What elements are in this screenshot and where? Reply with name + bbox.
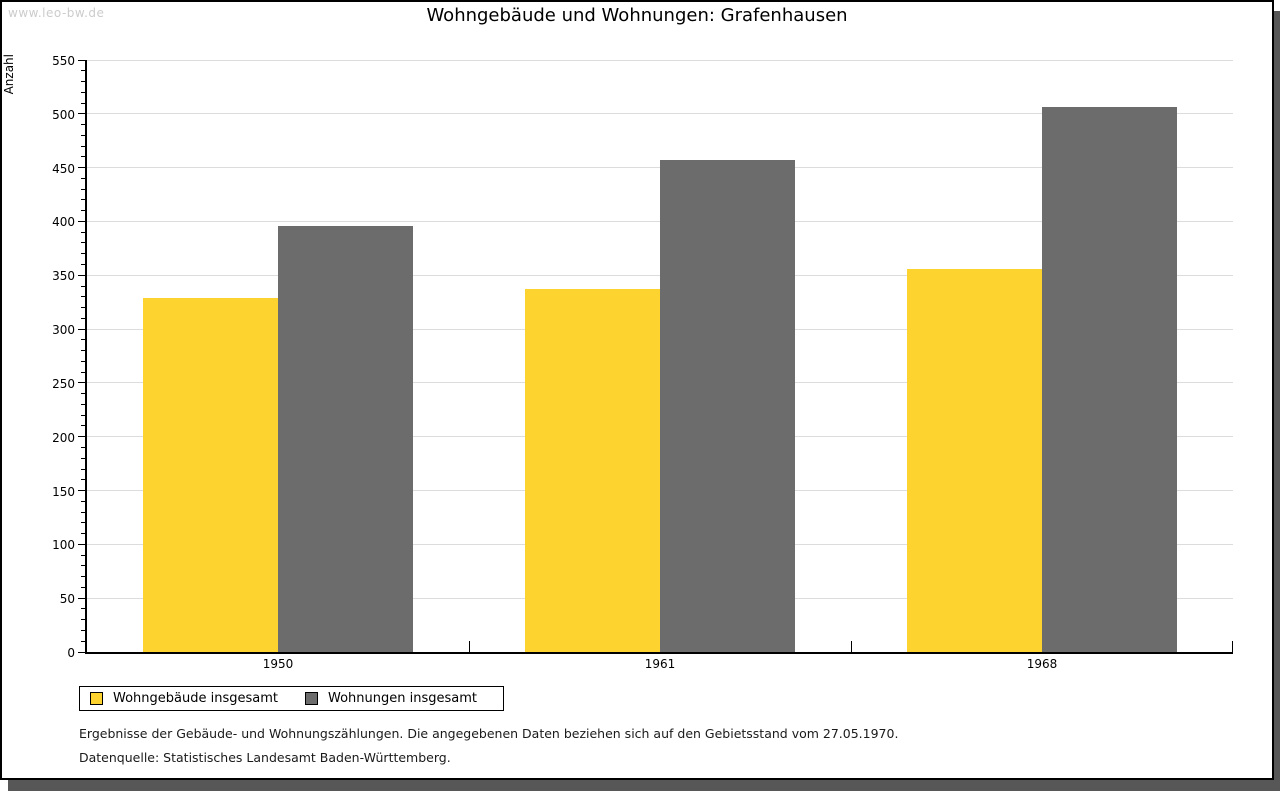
y-tick-minor-320: [81, 307, 85, 309]
x-axis-separator-tick-2: [851, 641, 852, 652]
legend-box: Wohngebäude insgesamt Wohnungen insgesamt: [79, 686, 504, 711]
y-tick-major-100: [78, 543, 85, 545]
y-tick-minor-270: [81, 360, 85, 362]
y-tick-minor-190: [81, 446, 85, 448]
y-tick-minor-220: [81, 414, 85, 416]
y-tick-label-0: 0: [67, 646, 75, 660]
y-tick-minor-530: [81, 81, 85, 83]
legend-swatch-icon: [305, 692, 318, 705]
y-tick-minor-310: [81, 317, 85, 319]
y-tick-label-100: 100: [52, 538, 75, 553]
y-tick-minor-70: [81, 576, 85, 578]
y-tick-minor-390: [81, 231, 85, 233]
y-tick-minor-410: [81, 210, 85, 212]
y-tick-minor-540: [81, 70, 85, 72]
y-tick-minor-510: [81, 102, 85, 104]
legend-item-wohnungen-insgesamt: Wohnungen insgesamt: [305, 691, 477, 706]
legend-label: Wohngebäude insgesamt: [113, 691, 278, 706]
x-tick-label-1968: 1968: [1026, 657, 1058, 671]
y-tick-major-550: [78, 59, 85, 61]
bar-wohnungen-insgesamt-1968: [1042, 107, 1177, 652]
y-tick-minor-460: [81, 156, 85, 158]
y-tick-minor-440: [81, 177, 85, 179]
x-tick-label-1961: 1961: [644, 657, 676, 671]
y-tick-minor-480: [81, 134, 85, 136]
y-tick-minor-60: [81, 586, 85, 588]
y-tick-minor-20: [81, 629, 85, 631]
y-tick-major-150: [78, 490, 85, 492]
bar-wohngeb-ude-insgesamt-1968: [907, 269, 1042, 652]
y-tick-minor-30: [81, 619, 85, 621]
y-tick-label-500: 500: [52, 107, 75, 122]
y-tick-minor-520: [81, 91, 85, 93]
y-tick-minor-90: [81, 554, 85, 556]
y-tick-minor-230: [81, 403, 85, 405]
y-tick-major-350: [78, 274, 85, 276]
y-tick-label-150: 150: [52, 484, 75, 499]
y-tick-minor-380: [81, 242, 85, 244]
y-tick-minor-280: [81, 350, 85, 352]
legend-swatch-icon: [90, 692, 103, 705]
y-tick-label-50: 50: [59, 592, 75, 607]
y-tick-minor-130: [81, 511, 85, 513]
y-tick-major-500: [78, 113, 85, 115]
bar-wohngeb-ude-insgesamt-1961: [525, 289, 660, 652]
y-tick-major-200: [78, 436, 85, 438]
y-tick-minor-490: [81, 124, 85, 126]
y-tick-minor-290: [81, 339, 85, 341]
y-tick-major-300: [78, 328, 85, 330]
x-tick-label-1950: 1950: [262, 657, 294, 671]
y-tick-label-300: 300: [52, 323, 75, 338]
y-tick-label-250: 250: [52, 376, 75, 391]
x-axis-separator-tick-1: [469, 641, 470, 652]
y-tick-minor-160: [81, 479, 85, 481]
y-tick-minor-340: [81, 285, 85, 287]
watermark-text: www.leo-bw.de: [8, 6, 105, 20]
y-tick-major-0: [78, 651, 85, 653]
y-tick-major-400: [78, 220, 85, 222]
y-tick-label-400: 400: [52, 215, 75, 230]
y-tick-major-450: [78, 167, 85, 169]
y-tick-minor-360: [81, 264, 85, 265]
y-tick-minor-470: [81, 145, 85, 147]
y-tick-label-200: 200: [52, 430, 75, 445]
bar-wohnungen-insgesamt-1950: [278, 226, 413, 652]
y-tick-label-550: 550: [52, 54, 75, 68]
y-tick-minor-140: [81, 500, 85, 502]
y-axis-title: Anzahl: [2, 54, 16, 95]
y-tick-minor-210: [81, 425, 85, 427]
y-tick-minor-330: [81, 296, 85, 298]
gridline-500: [87, 113, 1233, 115]
legend-label: Wohnungen insgesamt: [328, 691, 477, 706]
y-tick-minor-40: [81, 608, 85, 610]
y-tick-minor-420: [81, 199, 85, 201]
y-tick-minor-170: [81, 468, 85, 470]
y-tick-minor-120: [81, 522, 85, 524]
y-tick-minor-430: [81, 188, 85, 190]
footnote-data-source: Datenquelle: Statistisches Landesamt Bad…: [79, 750, 451, 765]
y-tick-minor-180: [81, 457, 85, 459]
legend-item-wohngeb-ude-insgesamt: Wohngebäude insgesamt: [90, 691, 278, 706]
y-tick-minor-240: [81, 393, 85, 395]
y-tick-minor-80: [81, 565, 85, 567]
y-tick-major-250: [78, 382, 85, 384]
y-tick-minor-10: [81, 640, 85, 642]
plot-area: 0 50 100 150 200 250 300 350 400 450 500 550 1950 196…: [52, 55, 1233, 671]
y-tick-minor-110: [81, 533, 85, 535]
y-tick-label-450: 450: [52, 161, 75, 176]
x-axis-separator-tick-3: [1232, 641, 1233, 652]
y-tick-major-50: [78, 597, 85, 599]
bar-wohngeb-ude-insgesamt-1950: [143, 298, 278, 652]
y-tick-minor-260: [81, 371, 85, 373]
footnote-source-note: Ergebnisse der Gebäude- und Wohnungszähl…: [79, 726, 899, 741]
y-tick-minor-370: [81, 253, 85, 255]
gridline-550: [87, 59, 1233, 61]
chart-title: Wohngebäude und Wohnungen: Grafenhausen: [426, 5, 848, 26]
y-tick-label-350: 350: [52, 269, 75, 284]
bar-wohnungen-insgesamt-1961: [660, 160, 795, 652]
